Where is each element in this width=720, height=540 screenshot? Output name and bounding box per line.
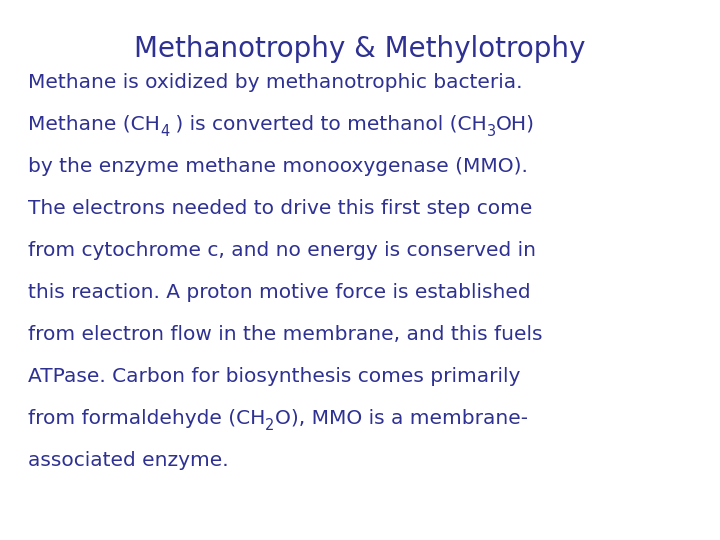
Text: by the enzyme methane monooxygenase (MMO).: by the enzyme methane monooxygenase (MMO… — [28, 157, 528, 176]
Text: associated enzyme.: associated enzyme. — [28, 451, 229, 470]
Text: ATPase. Carbon for biosynthesis comes primarily: ATPase. Carbon for biosynthesis comes pr… — [28, 367, 521, 386]
Text: Methane is oxidized by methanotrophic bacteria.: Methane is oxidized by methanotrophic ba… — [28, 73, 523, 92]
Text: OH): OH) — [496, 115, 535, 134]
Text: from formaldehyde (CH: from formaldehyde (CH — [28, 409, 266, 428]
Text: The electrons needed to drive this first step come: The electrons needed to drive this first… — [28, 199, 532, 218]
Text: from electron flow in the membrane, and this fuels: from electron flow in the membrane, and … — [28, 325, 542, 344]
Text: O), MMO is a membrane-: O), MMO is a membrane- — [275, 409, 528, 428]
Text: 2: 2 — [266, 418, 275, 433]
Text: 3: 3 — [487, 124, 496, 139]
Text: this reaction. A proton motive force is established: this reaction. A proton motive force is … — [28, 283, 531, 302]
Text: Methane (CH: Methane (CH — [28, 115, 160, 134]
Text: Methanotrophy & Methylotrophy: Methanotrophy & Methylotrophy — [135, 35, 585, 63]
Text: ) is converted to methanol (CH: ) is converted to methanol (CH — [169, 115, 487, 134]
Text: from cytochrome c, and no energy is conserved in: from cytochrome c, and no energy is cons… — [28, 241, 536, 260]
Text: 4: 4 — [160, 124, 169, 139]
